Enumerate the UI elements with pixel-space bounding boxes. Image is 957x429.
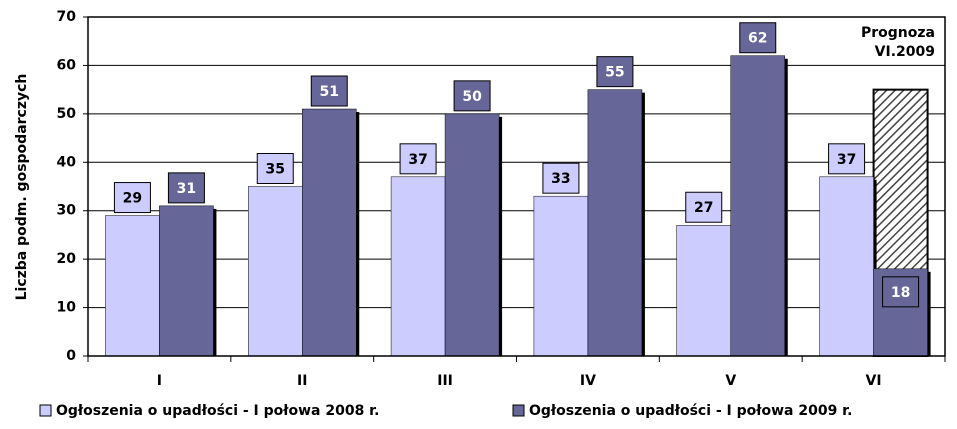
- y-tick-label: 20: [57, 251, 77, 267]
- bar: [676, 224, 731, 357]
- bar: [533, 195, 589, 357]
- value-label-box: [256, 153, 294, 184]
- bar: [819, 176, 874, 357]
- value-label-box: [167, 172, 205, 204]
- plot-area: [88, 17, 945, 356]
- value-label-box: [882, 276, 920, 308]
- value-label: 37: [837, 152, 856, 168]
- y-tick-label: 0: [66, 348, 76, 364]
- x-tick-label: I: [157, 373, 162, 389]
- y-tick-label: 40: [57, 154, 77, 170]
- value-label-box: [453, 80, 491, 112]
- x-tick-label: VI: [866, 373, 882, 389]
- y-tick-label: 10: [57, 300, 77, 316]
- legend-swatch: [512, 404, 525, 417]
- bar: [390, 176, 446, 357]
- value-label: 55: [605, 65, 624, 81]
- legend-label: Ogłoszenia o upadłości - I połowa 2008 r…: [56, 403, 379, 419]
- bar: [248, 186, 303, 357]
- value-label-box: [399, 143, 437, 175]
- value-label-box: [739, 22, 777, 54]
- value-label: 33: [551, 171, 570, 187]
- y-tick-label: 30: [57, 203, 77, 219]
- value-label-box: [310, 75, 348, 107]
- value-label: 37: [408, 152, 427, 168]
- forecast-label: Prognoza: [861, 25, 935, 41]
- y-tick-label: 60: [57, 57, 77, 73]
- x-tick-label: IV: [580, 373, 596, 389]
- value-label-box: [828, 143, 866, 175]
- value-label: 62: [748, 31, 767, 47]
- value-label: 29: [123, 191, 142, 207]
- bar: [730, 55, 785, 357]
- x-tick-label: II: [297, 373, 307, 389]
- legend-label: Ogłoszenia o upadłości - I połowa 2009 r…: [529, 403, 852, 419]
- value-label: 18: [891, 285, 910, 301]
- x-tick-label: V: [725, 373, 736, 389]
- x-tick-label: III: [437, 373, 453, 389]
- bar: [444, 113, 500, 357]
- value-label-box: [542, 162, 580, 194]
- bar: [105, 215, 160, 357]
- y-axis-label: Liczba podm. gospodarczych: [14, 74, 30, 301]
- value-label: 27: [694, 200, 713, 216]
- bar: [587, 89, 643, 357]
- bar: [159, 205, 214, 357]
- value-label: 51: [320, 84, 339, 100]
- y-tick-label: 50: [57, 106, 77, 122]
- plot-frame: [87, 16, 946, 357]
- value-label-box: [685, 191, 723, 223]
- value-label: 50: [462, 89, 482, 105]
- value-label-box: [596, 56, 634, 88]
- value-label: 31: [177, 181, 196, 197]
- value-label-box: [113, 182, 151, 214]
- value-label: 35: [266, 162, 285, 178]
- forecast-label: VI.2009: [875, 44, 935, 60]
- y-tick-label: 70: [57, 9, 77, 25]
- legend-swatch: [39, 404, 52, 417]
- bar: [302, 108, 357, 357]
